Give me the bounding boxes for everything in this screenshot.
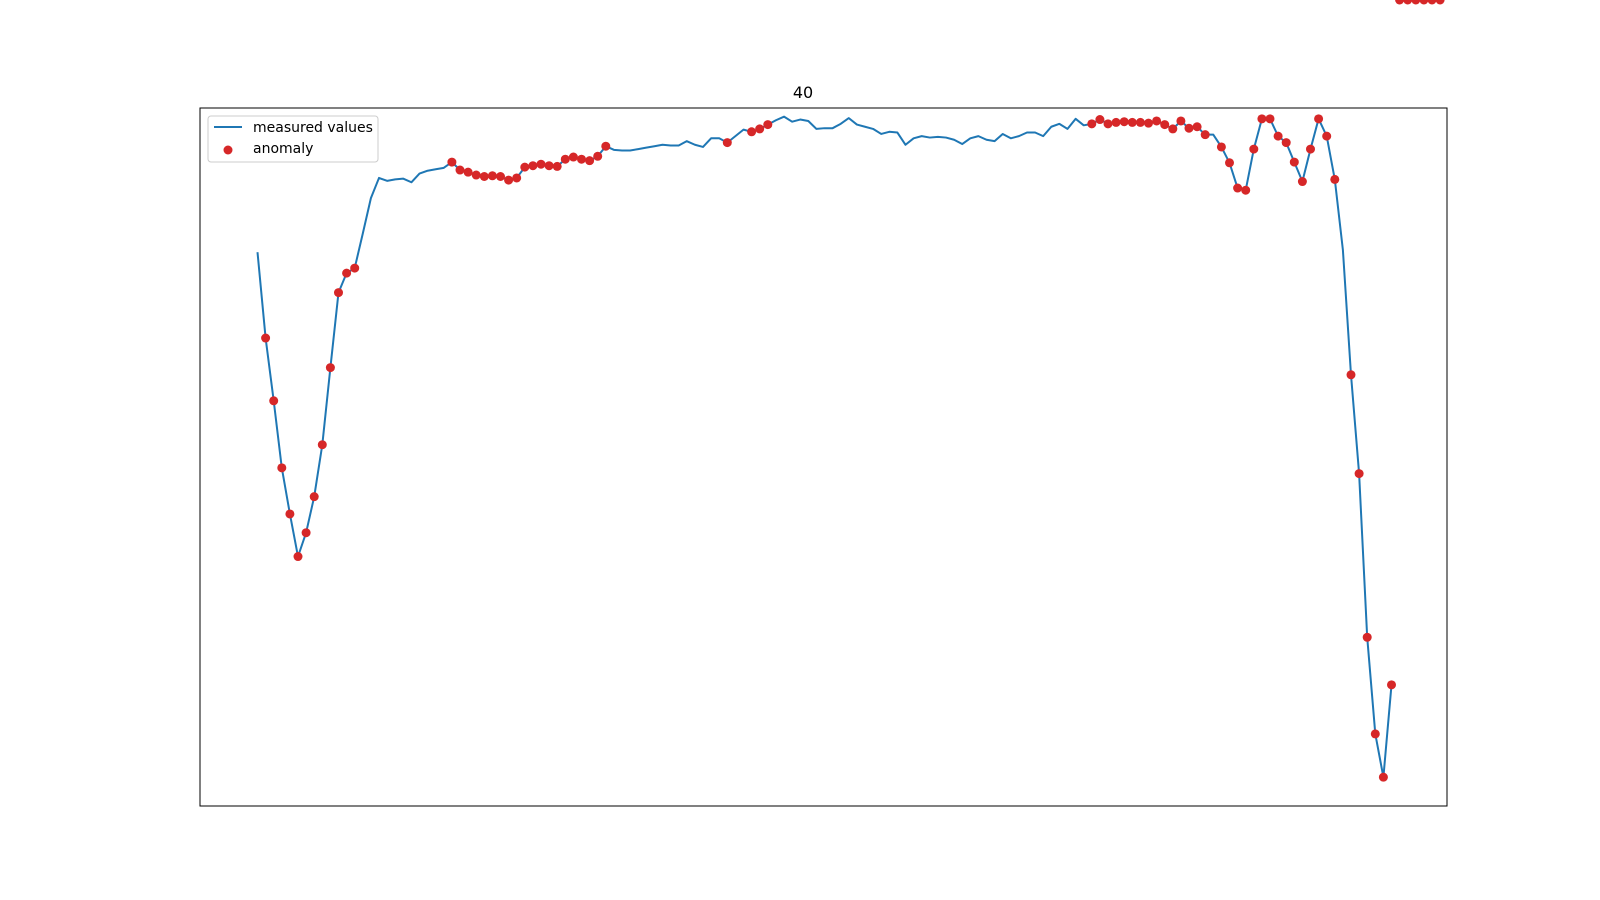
anomaly-point (277, 463, 287, 473)
anomaly-point (1387, 680, 1396, 690)
anomaly-point (1184, 123, 1194, 133)
anomaly-point (1192, 122, 1202, 132)
anomaly-point (568, 152, 578, 162)
anomaly-point (763, 120, 773, 130)
anomaly-point (334, 288, 343, 298)
anomaly-point (471, 170, 481, 180)
anomaly-point (285, 509, 295, 519)
anomaly-point (1249, 144, 1259, 154)
anomaly-point (536, 159, 546, 169)
anomaly-point (1241, 185, 1251, 195)
legend-frame (207, 115, 379, 163)
anomaly-point (528, 161, 538, 171)
anomaly-point (1160, 120, 1170, 130)
anomaly-point (1119, 117, 1129, 127)
anomaly-point (1265, 114, 1275, 124)
anomaly-point (1289, 157, 1299, 167)
anomaly-point (1403, 0, 1413, 5)
anomaly-point (261, 333, 271, 343)
anomaly-point (1200, 130, 1210, 140)
anomaly-point (269, 396, 279, 406)
anomaly-point (1152, 116, 1162, 126)
anomaly-point (722, 138, 732, 148)
anomaly-point (1362, 632, 1372, 642)
anomaly-point (1435, 0, 1445, 5)
legend-label-anomaly: anomaly (253, 141, 313, 157)
anomaly-point (593, 151, 603, 161)
anomaly-point (317, 440, 327, 450)
anomaly-point (1087, 119, 1097, 129)
anomaly-point (512, 173, 522, 183)
plot-area-frame (199, 107, 1448, 807)
anomaly-point (1095, 115, 1105, 125)
anomaly-point (309, 492, 319, 502)
anomaly-point (463, 167, 473, 177)
anomaly-point (1330, 174, 1340, 184)
chart-title: 40 (793, 83, 813, 102)
anomaly-series (261, 0, 1445, 782)
anomaly-point (1111, 117, 1121, 127)
anomaly-point (1346, 370, 1356, 380)
anomaly-point (487, 171, 497, 181)
anomaly-point (1354, 469, 1364, 479)
anomaly-point (544, 161, 554, 171)
measured-values-line (256, 115, 1393, 779)
anomaly-point (447, 157, 457, 167)
anomaly-point (350, 263, 360, 273)
anomaly-point (1103, 119, 1113, 129)
anomaly-point (1306, 144, 1315, 154)
anomaly-point (1411, 0, 1421, 5)
anomaly-point (1273, 131, 1283, 141)
anomaly-point (455, 165, 465, 175)
anomaly-point (1144, 118, 1153, 128)
anomaly-point (1322, 131, 1332, 141)
anomaly-point (1395, 0, 1405, 5)
anomaly-point (504, 175, 514, 185)
anomaly-point (552, 161, 562, 171)
anomaly-point (1216, 142, 1226, 152)
anomaly-point (1427, 0, 1437, 5)
anomaly-point (577, 154, 586, 164)
anomaly-point (1176, 116, 1186, 126)
anomaly-point (342, 268, 352, 278)
legend-label-measured-values: measured values (253, 120, 373, 136)
anomaly-point (747, 127, 757, 137)
anomaly-point (301, 528, 311, 538)
anomaly-point (1168, 124, 1178, 134)
anomaly-point (601, 141, 611, 151)
anomaly-point (1135, 117, 1145, 127)
anomaly-point (1419, 0, 1429, 5)
anomaly-point (325, 363, 335, 373)
anomaly-point (1314, 114, 1324, 124)
anomaly-point (560, 154, 570, 164)
anomaly-point (1378, 772, 1388, 782)
anomaly-point (585, 156, 595, 166)
anomaly-point (1370, 729, 1380, 739)
legend-marker-swatch (223, 145, 233, 155)
anomaly-point (1257, 114, 1267, 124)
measured-values-series (256, 115, 1393, 779)
legend: measured values anomaly (207, 115, 379, 163)
anomaly-point (1297, 177, 1307, 187)
anomaly-point (1225, 158, 1234, 168)
anomaly-point (520, 162, 530, 172)
anomaly-point (1233, 183, 1243, 193)
anomaly-point (293, 552, 303, 562)
anomaly-point (496, 172, 505, 181)
anomaly-point (1127, 117, 1137, 127)
anomaly-point (1281, 138, 1291, 148)
anomaly-point (479, 172, 489, 181)
anomaly-point (755, 124, 765, 134)
